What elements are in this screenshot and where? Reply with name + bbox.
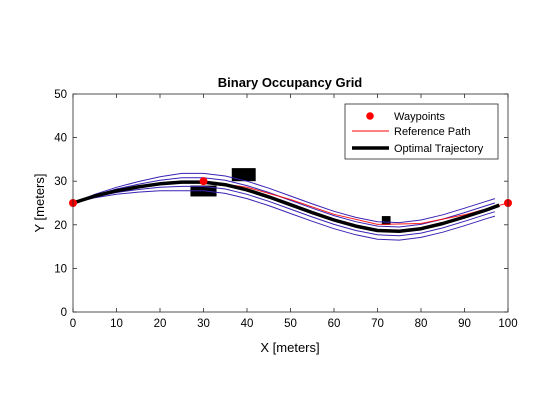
legend-waypoints-label: Waypoints bbox=[394, 111, 445, 123]
x-tick-label: 50 bbox=[284, 318, 297, 330]
y-tick-label: 20 bbox=[54, 220, 67, 232]
y-axis-label: Y [meters] bbox=[32, 173, 47, 232]
obstacle-2 bbox=[231, 168, 256, 182]
legend: Waypoints Reference Path Optimal Traject… bbox=[344, 103, 499, 160]
x-tick-label: 10 bbox=[110, 318, 123, 330]
obstacle-3 bbox=[381, 216, 391, 225]
x-axis-label: X [meters] bbox=[260, 340, 319, 355]
waypoint-marker-2 bbox=[199, 177, 208, 186]
candidate-trajectory-1 bbox=[72, 190, 496, 241]
series-layer bbox=[69, 177, 512, 234]
y-tick-label: 10 bbox=[54, 263, 67, 275]
optimal-trajectory-line bbox=[72, 180, 500, 234]
legend-waypoints-marker bbox=[366, 112, 374, 120]
y-tick-label: 0 bbox=[61, 307, 67, 319]
candidate-trajectory-5 bbox=[72, 172, 496, 224]
x-tick-label: 60 bbox=[328, 318, 341, 330]
y-tick-label: 40 bbox=[54, 133, 67, 145]
x-tick-label: 70 bbox=[371, 318, 384, 330]
x-tick-label: 40 bbox=[241, 318, 254, 330]
x-tick-label: 0 bbox=[70, 318, 76, 330]
x-tick-label: 30 bbox=[197, 318, 210, 330]
x-tick-label: 100 bbox=[498, 318, 517, 330]
y-tick-label: 50 bbox=[54, 89, 67, 101]
x-tick-label: 90 bbox=[458, 318, 471, 330]
chart-title: Binary Occupancy Grid bbox=[218, 75, 363, 90]
y-tick-label: 30 bbox=[54, 176, 67, 188]
legend-optimal-trajectory-label: Optimal Trajectory bbox=[394, 143, 484, 155]
candidate-trajectory-2 bbox=[72, 185, 496, 237]
ticks-layer: 0 10 20 30 40 50 60 70 80 90 100 0 10 20 30 40 50 bbox=[54, 89, 517, 330]
x-tick-label: 80 bbox=[415, 318, 428, 330]
x-tick-label: 20 bbox=[154, 318, 167, 330]
legend-reference-path-label: Reference Path bbox=[394, 126, 470, 138]
